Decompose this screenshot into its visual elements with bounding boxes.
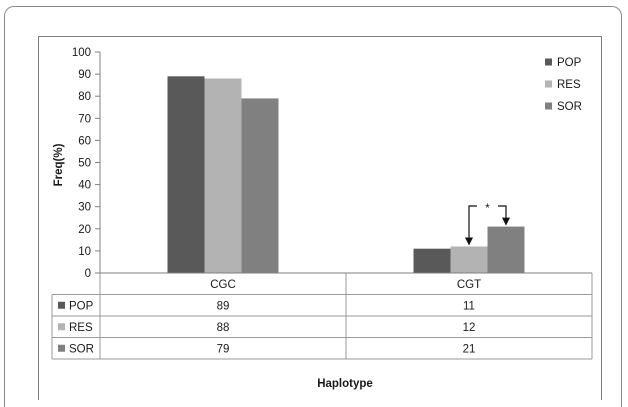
data-table: CGC CGT POP 89 11 RES 88 12 SOR 79 21: [51, 272, 593, 360]
x-tick-label: CGT: [457, 279, 481, 291]
bar-sor-cgt: [487, 226, 525, 273]
y-tick-label: 20: [78, 224, 91, 236]
table-legend-key: [58, 344, 65, 352]
y-tick-label: 90: [78, 69, 91, 81]
y-tick-label: 70: [78, 113, 91, 125]
legend-label: RES: [557, 79, 581, 91]
y-tick-label: 10: [78, 246, 91, 258]
legend: POP RES SOR: [545, 57, 582, 113]
y-tick-label: 100: [72, 47, 91, 59]
legend-label: POP: [557, 57, 582, 69]
table-series-label: SOR: [69, 343, 94, 355]
y-tick-label: 50: [78, 158, 91, 170]
figure-frame: [4, 6, 622, 407]
data-label: 79: [217, 343, 230, 355]
y-tick-label: 30: [78, 202, 91, 214]
data-label: 89: [217, 300, 230, 312]
y-tick-label: 60: [78, 135, 91, 147]
table-legend-key: [58, 301, 65, 309]
table-series-label: RES: [69, 322, 93, 334]
table-series-label: POP: [69, 300, 94, 312]
bars-layer: [167, 76, 525, 274]
significance-marker: *: [485, 203, 490, 215]
legend-key: [545, 80, 552, 88]
axis-layer: 0 10 20 30 40 50 60 70 80 90 100: [72, 47, 101, 280]
y-tick-label: 0: [85, 268, 91, 280]
legend-key: [545, 102, 552, 110]
bar-res-cgc: [204, 78, 242, 274]
x-tick-label: CGC: [210, 279, 236, 291]
table-legend-key: [58, 323, 65, 331]
y-tick-label: 80: [78, 91, 91, 103]
legend-key: [545, 58, 552, 66]
y-axis-title: Freq(%): [53, 143, 65, 186]
y-tick-label: 40: [78, 180, 91, 192]
data-label: 12: [463, 322, 476, 334]
bar-pop-cgt: [413, 248, 451, 273]
legend-label: SOR: [557, 101, 582, 113]
bar-pop-cgc: [167, 76, 205, 273]
data-label: 11: [463, 300, 475, 312]
bracket-left: [468, 205, 477, 244]
arrowhead-right: [502, 217, 510, 226]
data-label: 21: [463, 343, 476, 355]
data-label: 88: [217, 322, 230, 334]
bar-sor-cgc: [241, 98, 279, 273]
bar-res-cgt: [450, 246, 488, 273]
annotation-layer: *: [465, 203, 510, 246]
x-axis-title: Haplotype: [317, 378, 373, 390]
arrowhead-left: [465, 237, 473, 246]
